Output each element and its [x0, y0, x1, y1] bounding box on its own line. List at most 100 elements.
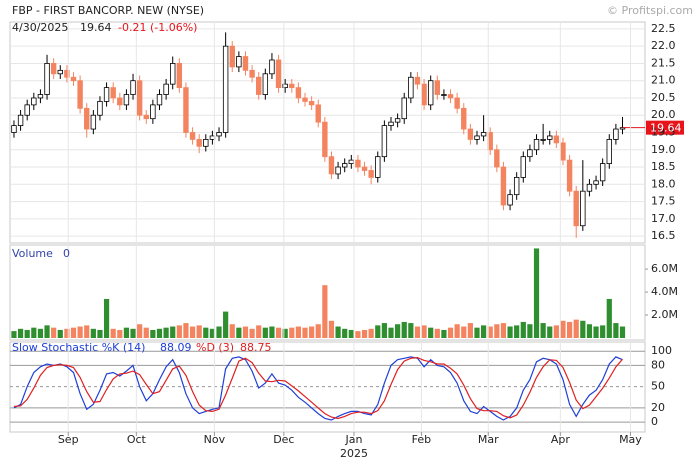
volume-bar [97, 329, 103, 338]
candle-body [136, 80, 143, 116]
volume-bar [388, 327, 394, 338]
volume-bar [461, 326, 467, 338]
candle-body [441, 94, 447, 96]
volume-bar [309, 326, 315, 338]
candle-body [599, 163, 606, 182]
volume-bar [44, 325, 50, 338]
volume-bar [70, 327, 77, 338]
volume-bar [593, 326, 599, 338]
volume-bar [520, 321, 526, 338]
candle-body [361, 166, 368, 171]
volume-bar [619, 326, 626, 338]
volume-bar [540, 323, 546, 338]
volume-bar [447, 327, 454, 338]
y-tick-label: 22.0 [651, 39, 676, 52]
volume-bar [295, 326, 301, 338]
y-tick-label: 19.0 [651, 143, 676, 156]
volume-bar [117, 329, 123, 338]
y-tick-label: 16.5 [651, 229, 676, 242]
candle-body [322, 121, 328, 158]
volume-bar [262, 327, 268, 338]
volume-label: Volume [12, 247, 53, 260]
x-tick-label: Jan [344, 433, 362, 446]
volume-bar [90, 328, 96, 338]
candle-body [580, 190, 586, 227]
candle-body [388, 121, 394, 126]
volume-bar [203, 327, 209, 338]
candle-body [461, 107, 467, 130]
volume-bar [209, 328, 216, 338]
volume-bar [137, 324, 143, 338]
credit: © Profitspi.com [607, 4, 693, 17]
candle-body [474, 135, 480, 140]
volume-bar [507, 326, 513, 338]
volume-bar [500, 323, 507, 338]
d-legend: %D (3) [196, 341, 234, 354]
candle-body [408, 76, 414, 99]
volume-bar [170, 326, 176, 338]
volume-bar [84, 325, 90, 338]
candle-body [170, 63, 176, 85]
candle-body [560, 142, 566, 161]
x-tick-label: Sep [58, 433, 79, 446]
stochastic-line [13, 356, 623, 421]
volume-bar [355, 331, 361, 338]
candle-body [533, 139, 540, 151]
candle-body [613, 128, 619, 140]
volume-bar [103, 298, 110, 338]
candle-body [103, 87, 110, 102]
y-tick-label: 19.5 [651, 126, 676, 139]
volume-bar [342, 328, 348, 338]
d-last: 88.75 [240, 341, 272, 354]
volume-bar [275, 327, 282, 338]
volume-bar [289, 327, 295, 338]
volume-bar [302, 327, 308, 338]
candle-body [355, 159, 361, 168]
volume-bar [600, 325, 606, 338]
candle-body [427, 80, 434, 106]
x-tick-label: May [619, 433, 642, 446]
y-tick-label: 20.5 [651, 91, 676, 104]
candle-body [143, 114, 149, 120]
x-tick-label: Dec [273, 433, 294, 446]
y-tick-label: 21.5 [651, 56, 676, 69]
candle-body [269, 59, 275, 75]
volume-bar [24, 329, 30, 338]
candle-body [222, 45, 229, 133]
volume-bar [236, 327, 242, 338]
volume-bar [150, 329, 156, 338]
candle-body [256, 76, 262, 95]
volume-bar [474, 327, 480, 338]
volume-bar [494, 324, 500, 338]
candle-body [249, 69, 255, 78]
candle-body [229, 45, 235, 68]
candle-body [262, 73, 269, 95]
candle-body [97, 101, 103, 116]
candle-body [77, 80, 83, 109]
y-tick-label: 0 [651, 415, 658, 428]
candle-body [513, 176, 520, 196]
volume-bar [77, 326, 83, 338]
candle-body [586, 183, 593, 192]
volume-bar [553, 325, 559, 338]
volume-bar [527, 324, 533, 338]
candle-body [183, 87, 189, 133]
candle-body [203, 139, 209, 147]
volume-bar [143, 327, 149, 338]
candle-body [527, 149, 533, 158]
volume-bar [183, 323, 189, 338]
volume-bar [401, 321, 407, 338]
candle-body [123, 94, 130, 106]
y-tick-label: 17.5 [651, 195, 676, 208]
candle-body [348, 159, 355, 164]
candle-body [302, 97, 308, 102]
candle-body [17, 114, 24, 126]
volume-bar [64, 328, 70, 338]
candle-body [50, 63, 57, 75]
candle-body [236, 56, 242, 68]
y-tick-label: 20 [651, 401, 665, 414]
candle-body [242, 56, 249, 71]
candle-body [110, 87, 116, 99]
volume-bar [11, 331, 17, 338]
